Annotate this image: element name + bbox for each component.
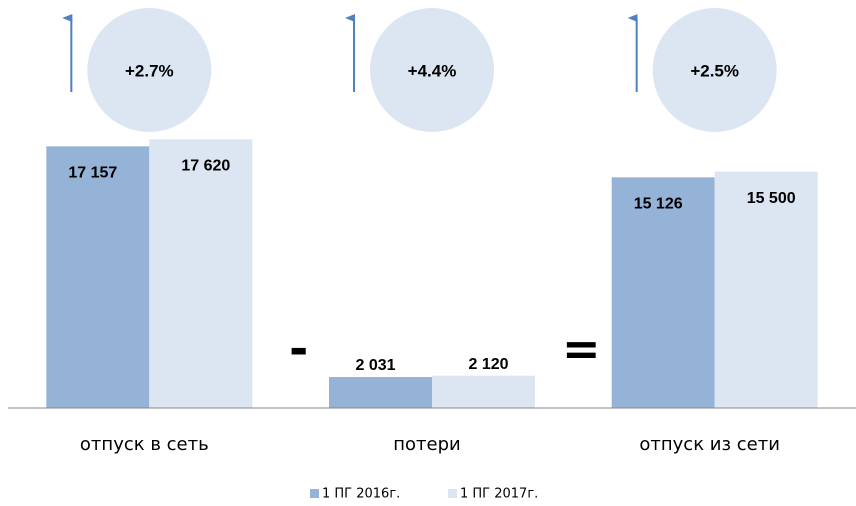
data-label: 2 120	[468, 356, 508, 373]
legend-label: 1 ПГ 2016г.	[322, 487, 400, 502]
annotation-circle	[370, 8, 494, 132]
data-label: 15 126	[634, 196, 683, 213]
x-tick-label: отпуск в сеть	[80, 434, 209, 455]
annotation-circle	[87, 8, 212, 132]
operator: =	[562, 322, 601, 376]
data-label: 15 500	[747, 190, 796, 207]
annotation-circle	[652, 8, 777, 132]
annotation: +2.5%	[690, 61, 739, 80]
legend-swatch	[448, 489, 457, 498]
bar	[46, 146, 150, 408]
bar	[611, 177, 715, 408]
bar	[149, 139, 253, 409]
bar	[329, 377, 432, 408]
bar	[714, 171, 818, 408]
data-label: 2 031	[355, 357, 395, 374]
data-label: 17 620	[181, 158, 230, 175]
x-tick-label: отпуск из сети	[639, 434, 780, 455]
x-tick-label: потери	[393, 434, 460, 455]
legend-swatch	[310, 489, 319, 498]
bar	[432, 375, 535, 408]
annotation: +4.4%	[408, 61, 457, 80]
annotation: +2.7%	[125, 61, 174, 80]
data-label: 17 157	[68, 165, 117, 182]
operator: -	[289, 322, 308, 376]
legend-label: 1 ПГ 2017г.	[460, 487, 538, 502]
